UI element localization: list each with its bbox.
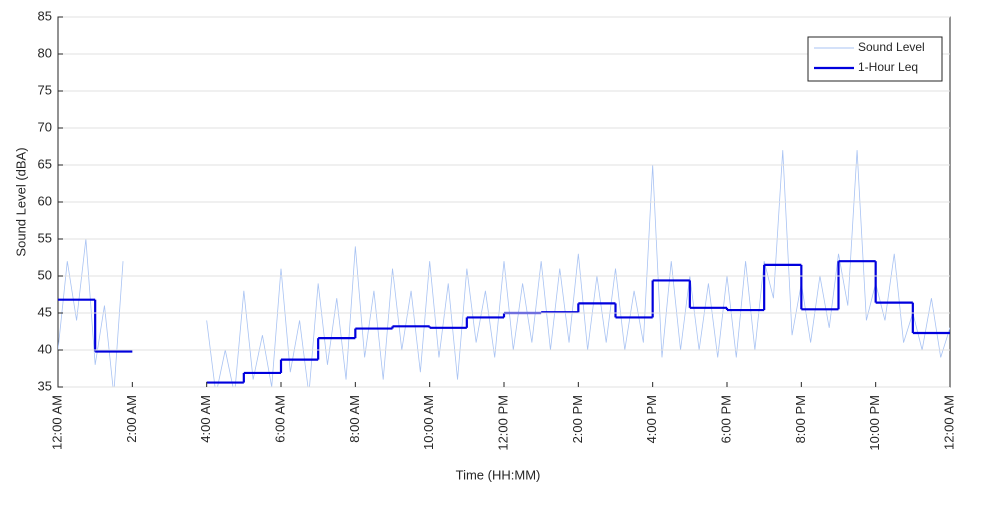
y-axis-label: Sound Level (dBA) [13, 147, 28, 256]
x-axis-label: Time (HH:MM) [456, 467, 541, 482]
x-tick-label: 6:00 PM [718, 395, 733, 443]
y-tick-label: 65 [38, 156, 52, 171]
sound-level-line [58, 238, 124, 387]
y-tick-label: 45 [38, 304, 52, 319]
plot-layers [57, 16, 951, 388]
legend-box [807, 36, 943, 82]
legend-label: Sound Level [858, 40, 925, 54]
y-tick-label: 40 [38, 341, 52, 356]
x-tick-label: 4:00 AM [198, 395, 213, 443]
x-tick-label: 2:00 PM [570, 395, 585, 443]
y-tick-label: 85 [38, 8, 52, 23]
y-tick-label: 35 [38, 378, 52, 393]
x-tick-label: 8:00 AM [347, 395, 362, 443]
x-tick-label: 10:00 AM [421, 395, 436, 450]
x-tick-label: 2:00 AM [124, 395, 139, 443]
x-tick-label: 4:00 PM [644, 395, 659, 443]
y-tick-label: 50 [38, 267, 52, 282]
plot-clip [58, 150, 950, 387]
sound-level-line [206, 150, 950, 387]
x-tick-label: 12:00 PM [495, 395, 510, 451]
x-tick-label: 12:00 AM [941, 395, 956, 450]
legend-label: 1-Hour Leq [858, 60, 918, 74]
y-tick-label: 75 [38, 82, 52, 97]
x-tick-label: 8:00 PM [793, 395, 808, 443]
x-tick-label: 6:00 AM [272, 395, 287, 443]
y-tick-label: 55 [38, 230, 52, 245]
y-tick-label: 80 [38, 45, 52, 60]
x-tick-label: 10:00 PM [867, 395, 882, 451]
legend: Sound Level 1-Hour Leq [807, 36, 943, 82]
y-tick-label: 60 [38, 193, 52, 208]
y-tick-label: 70 [38, 119, 52, 134]
x-tick-label: 12:00 AM [49, 395, 64, 450]
